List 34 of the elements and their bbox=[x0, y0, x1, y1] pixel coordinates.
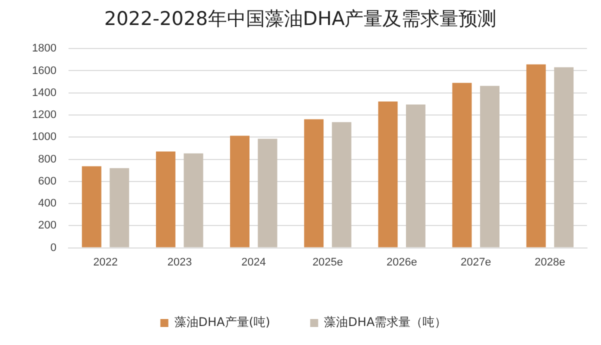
x-tick-label: 2022 bbox=[93, 256, 118, 268]
bar bbox=[526, 64, 546, 248]
y-tick-label: 200 bbox=[38, 220, 56, 232]
y-tick-label: 1400 bbox=[32, 86, 56, 99]
bar bbox=[156, 152, 176, 248]
bar bbox=[554, 67, 574, 248]
bar bbox=[452, 82, 472, 248]
x-tick-label: 2025e bbox=[312, 256, 344, 268]
x-tick-label: 2028e bbox=[534, 256, 566, 268]
bar bbox=[480, 86, 500, 248]
y-tick-label: 0 bbox=[50, 242, 56, 254]
bar bbox=[230, 136, 250, 248]
x-tick-label: 2026e bbox=[386, 256, 418, 268]
bar bbox=[110, 168, 130, 248]
y-tick-label: 600 bbox=[38, 175, 56, 188]
x-tick-label: 2023 bbox=[167, 256, 192, 268]
bar bbox=[378, 102, 398, 248]
y-tick-label: 1200 bbox=[32, 109, 56, 122]
bar bbox=[82, 166, 102, 248]
y-tick-label: 1000 bbox=[32, 131, 56, 144]
bar bbox=[184, 153, 204, 248]
chart-title: 2022-2028年中国藻油DHA产量及需求量预测 bbox=[103, 7, 498, 32]
bar bbox=[304, 119, 324, 248]
y-tick-label: 1600 bbox=[32, 64, 56, 77]
x-tick-label: 2027e bbox=[460, 256, 492, 268]
x-tick-label: 2024 bbox=[241, 256, 266, 268]
bar bbox=[258, 138, 278, 248]
legend-label: 藻油DHA需求量（吨） bbox=[324, 315, 447, 330]
bar bbox=[406, 104, 426, 248]
bar bbox=[332, 122, 352, 248]
y-tick-label: 400 bbox=[38, 198, 56, 210]
legend-label: 藻油DHA产量(吨) bbox=[174, 315, 270, 330]
y-tick-label: 1800 bbox=[32, 42, 56, 55]
y-tick-label: 800 bbox=[38, 153, 56, 166]
